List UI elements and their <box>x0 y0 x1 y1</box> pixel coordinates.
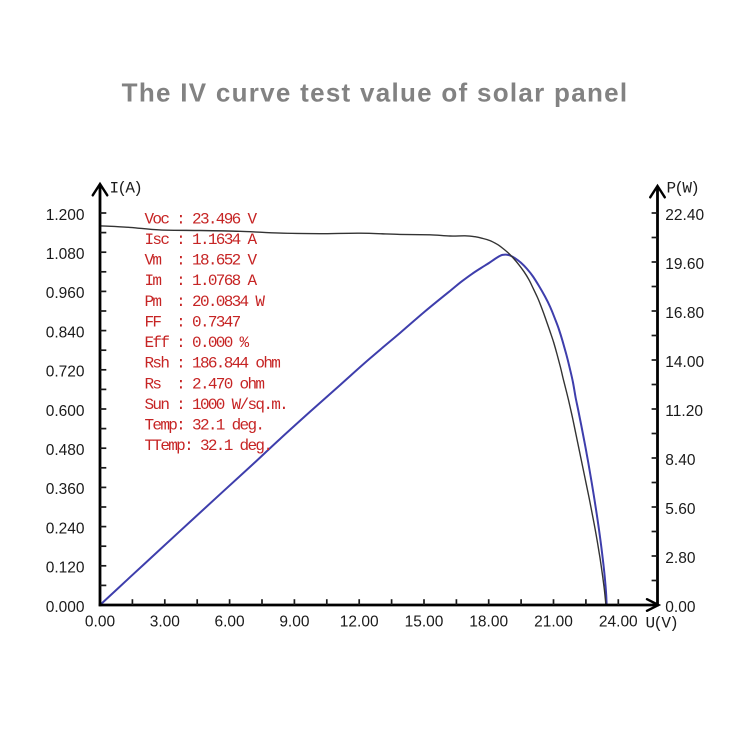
svg-text:22.40: 22.40 <box>665 207 704 224</box>
svg-text:Vm : 18.652 V: Vm : 18.652 V <box>145 252 258 270</box>
svg-text:9.00: 9.00 <box>279 614 310 631</box>
svg-text:24.00: 24.00 <box>599 614 638 631</box>
svg-text:Pm : 20.0834 W: Pm : 20.0834 W <box>145 293 266 311</box>
svg-text:0.960: 0.960 <box>46 285 85 302</box>
svg-text:8.40: 8.40 <box>665 452 696 469</box>
svg-text:Voc : 23.496 V: Voc : 23.496 V <box>145 210 258 228</box>
svg-text:0.120: 0.120 <box>46 560 85 577</box>
svg-text:0.600: 0.600 <box>46 403 85 420</box>
svg-text:1.200: 1.200 <box>46 207 85 224</box>
svg-text:The IV curve test value of sol: The IV curve test value of solar panel <box>122 78 629 108</box>
svg-text:21.00: 21.00 <box>534 614 573 631</box>
svg-text:Im : 1.0768 A: Im : 1.0768 A <box>145 272 258 290</box>
svg-text:Rs : 2.470 ohm: Rs : 2.470 ohm <box>145 375 265 393</box>
svg-text:TTemp: 32.1 deg.: TTemp: 32.1 deg. <box>145 437 272 455</box>
svg-text:16.80: 16.80 <box>665 305 704 322</box>
svg-text:0.480: 0.480 <box>46 442 85 459</box>
svg-text:P(W): P(W) <box>667 180 699 198</box>
svg-text:FF : 0.7347: FF : 0.7347 <box>145 313 241 331</box>
svg-text:0.00: 0.00 <box>85 614 116 631</box>
svg-text:0.840: 0.840 <box>46 324 85 341</box>
svg-text:11.20: 11.20 <box>665 403 703 420</box>
svg-text:2.80: 2.80 <box>665 550 696 567</box>
svg-text:6.00: 6.00 <box>215 614 246 631</box>
svg-text:19.60: 19.60 <box>665 256 704 273</box>
svg-text:0.000: 0.000 <box>46 599 85 616</box>
svg-text:U(V): U(V) <box>646 615 678 633</box>
svg-text:18.00: 18.00 <box>469 614 508 631</box>
svg-text:0.00: 0.00 <box>665 599 696 616</box>
svg-text:5.60: 5.60 <box>665 501 696 518</box>
svg-text:Eff : 0.000 %: Eff : 0.000 % <box>145 334 250 352</box>
svg-text:1.080: 1.080 <box>46 246 85 263</box>
svg-text:0.240: 0.240 <box>46 520 85 537</box>
svg-text:14.00: 14.00 <box>665 354 704 371</box>
svg-text:Rsh : 186.844 ohm: Rsh : 186.844 ohm <box>145 355 281 373</box>
svg-text:3.00: 3.00 <box>150 614 181 631</box>
svg-text:0.720: 0.720 <box>46 364 85 381</box>
svg-text:0.360: 0.360 <box>46 481 85 498</box>
svg-text:Sun : 1000 W/sq.m.: Sun : 1000 W/sq.m. <box>145 396 288 414</box>
svg-text:12.00: 12.00 <box>340 614 379 631</box>
svg-text:Isc : 1.1634 A: Isc : 1.1634 A <box>145 231 258 249</box>
svg-text:I(A): I(A) <box>110 180 142 198</box>
svg-text:Temp: 32.1 deg.: Temp: 32.1 deg. <box>145 417 264 435</box>
svg-text:15.00: 15.00 <box>405 614 444 631</box>
